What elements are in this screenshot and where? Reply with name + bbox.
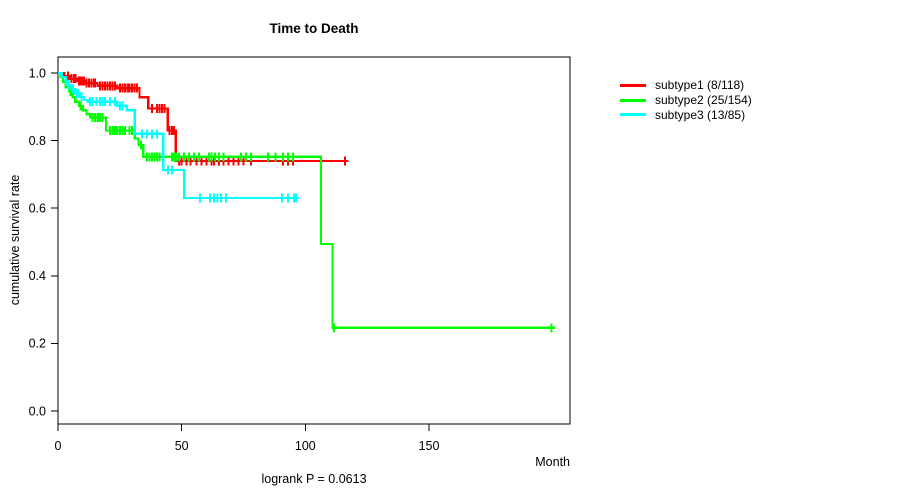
- y-tick-label: 0.4: [29, 269, 46, 283]
- logrank-p-annotation: logrank P = 0.0613: [261, 472, 367, 486]
- survival-curve: [58, 71, 300, 200]
- legend-label: subtype1 (8/118): [655, 78, 745, 93]
- y-tick-label: 0.0: [29, 404, 46, 418]
- x-axis-title: Month: [535, 455, 570, 469]
- survival-curve: [58, 71, 556, 329]
- legend-item: subtype1 (8/118): [620, 78, 752, 93]
- legend-line-marker: [620, 113, 646, 117]
- chart-title: Time to Death: [269, 21, 359, 36]
- y-tick-label: 0.2: [29, 337, 46, 351]
- y-tick-label: 1.0: [29, 66, 46, 80]
- y-tick-label: 0.8: [29, 134, 46, 148]
- x-tick-label: 50: [175, 439, 189, 453]
- legend-line-marker: [620, 83, 646, 87]
- x-tick-label: 0: [55, 439, 62, 453]
- legend: subtype1 (8/118) subtype2 (25/154) subtype…: [620, 78, 752, 122]
- y-tick-label: 0.6: [29, 202, 46, 216]
- x-tick-label: 100: [295, 439, 316, 453]
- legend-line-marker: [620, 98, 646, 102]
- legend-label: subtype3 (13/85): [655, 107, 746, 122]
- legend-item: subtype3 (13/85): [620, 107, 752, 122]
- y-axis-title: cumulative survival rate: [8, 174, 22, 306]
- legend-label: subtype2 (25/154): [655, 93, 752, 108]
- x-tick-label: 150: [419, 439, 440, 453]
- legend-item: subtype2 (25/154): [620, 93, 752, 108]
- plot-box: [57, 56, 571, 425]
